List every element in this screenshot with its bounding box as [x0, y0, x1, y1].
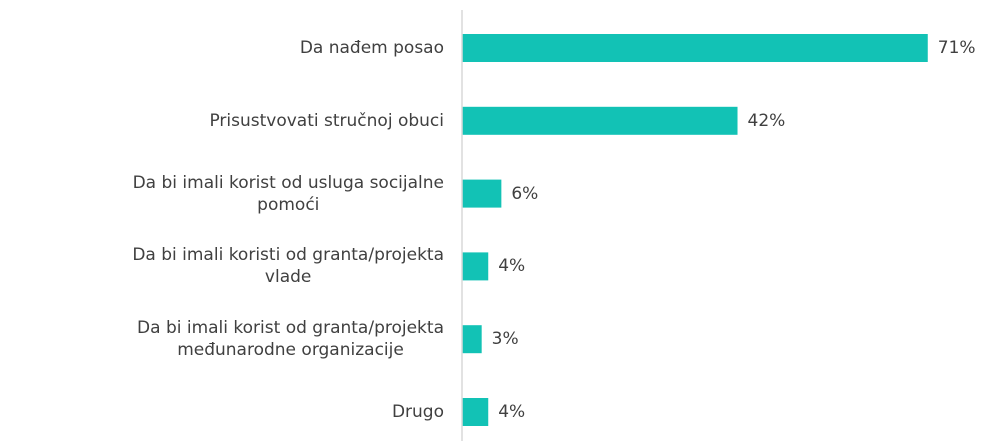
bar: [462, 398, 489, 426]
value-label: 3%: [491, 329, 519, 350]
category-label: Da bi imali koristi od granta/projekta v…: [132, 245, 444, 288]
value-label: 42%: [747, 110, 786, 131]
value-label: 4%: [498, 256, 526, 277]
category-label: Da nađem posao: [299, 38, 444, 58]
bar: [462, 325, 482, 354]
bar: [462, 106, 738, 135]
bar: [462, 34, 928, 62]
category-label: Prisustvovati stručnoj obuci: [209, 110, 444, 131]
bar: [462, 252, 489, 281]
category-label: Drugo: [391, 402, 444, 422]
bar: [462, 179, 502, 208]
value-label: 71%: [937, 38, 976, 58]
category-label: Da bi imali korist od granta/projekta me…: [137, 318, 444, 361]
value-label: 6%: [511, 183, 539, 204]
value-label: 4%: [498, 402, 526, 422]
category-label: Da bi imali korist od usluga socijalne p…: [132, 172, 444, 215]
